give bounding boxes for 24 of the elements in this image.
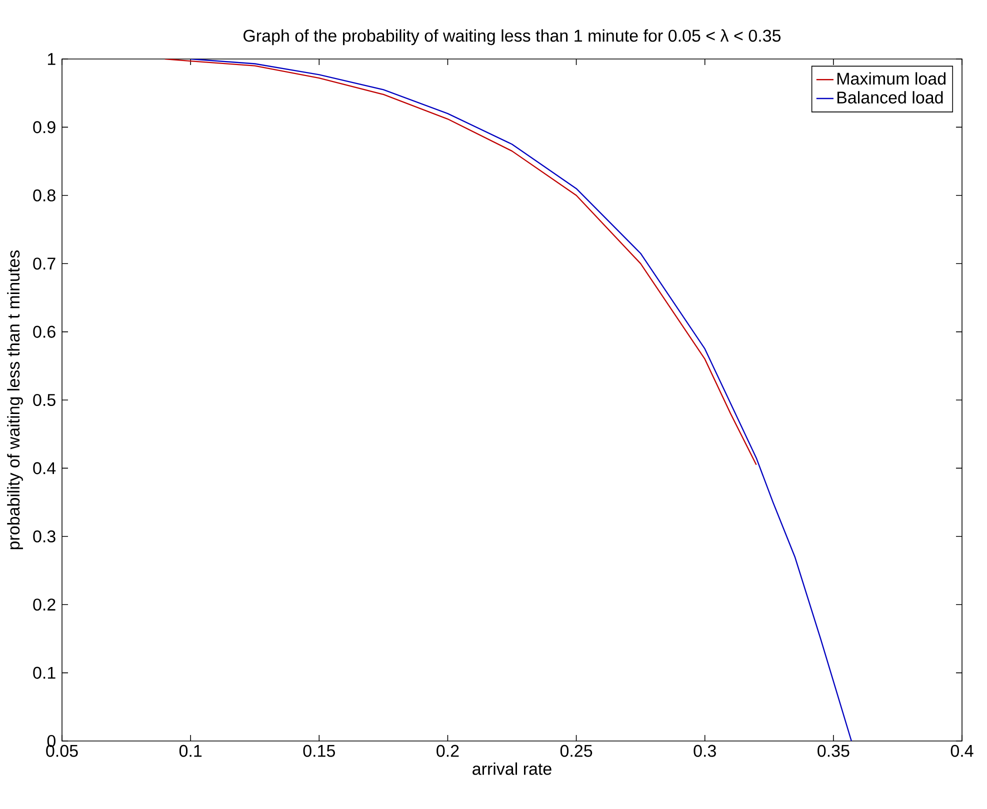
x-tick-label: 0.1 — [179, 744, 202, 757]
y-tick-label: 0.4 — [33, 462, 56, 474]
x-tick-label: 0.15 — [303, 744, 335, 757]
line-series — [164, 58, 757, 466]
y-tick-label: 0.1 — [33, 666, 56, 679]
x-tick-label: 0.35 — [818, 744, 850, 757]
y-tick-label: 0.3 — [33, 530, 56, 542]
y-axis-title: probability of waiting less than t minutes — [7, 250, 23, 550]
y-tick-label: 1 — [48, 53, 56, 65]
x-tick-label: 0.2 — [436, 744, 459, 757]
y-tick-label: 0.9 — [33, 121, 56, 134]
y-tick-label: 0.8 — [33, 189, 56, 202]
chart-title: Graph of the probability of waiting less than 1 minute for 0.05 < λ < 0.35 — [244, 29, 781, 46]
y-tick-label: 0.5 — [33, 394, 56, 406]
y-tick-label: 0.7 — [33, 258, 56, 270]
x-tick-label: 0.4 — [950, 744, 974, 757]
x-tick-label: 0.25 — [560, 744, 592, 757]
x-axis-title: arrival rate — [472, 762, 552, 775]
x-tick-label: 0.3 — [694, 744, 716, 757]
legend-label: Balanced load — [837, 91, 943, 104]
y-tick-label: 0.2 — [33, 598, 56, 611]
legend-label: Maximum load — [837, 72, 946, 85]
x-tick-label: 0.05 — [46, 744, 78, 757]
y-tick-label: 0.6 — [33, 326, 56, 338]
